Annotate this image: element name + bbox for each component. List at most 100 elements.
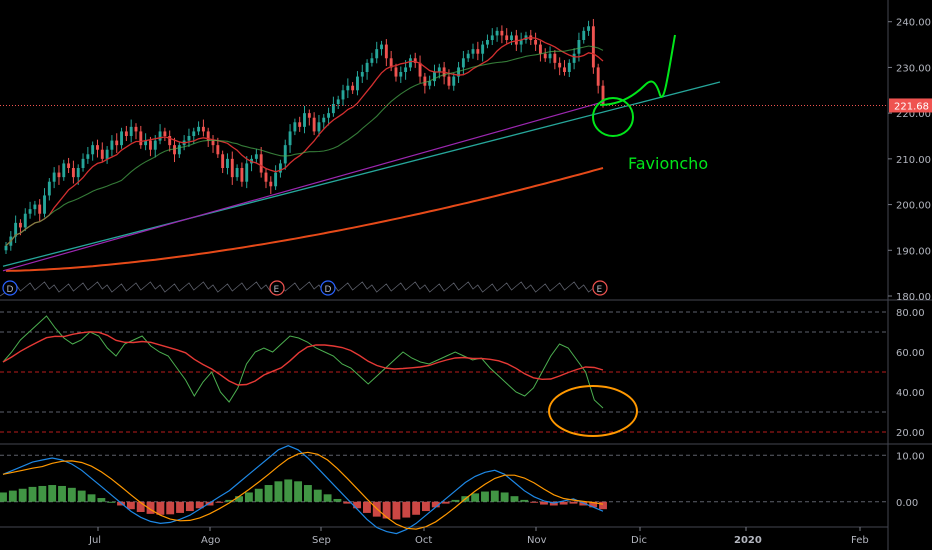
macd-histogram-bar — [264, 485, 273, 502]
last-price-label: 221.68 — [894, 101, 929, 112]
rsi-tick-label: 80.00 — [896, 308, 925, 319]
candle-body — [375, 49, 379, 59]
event-marker — [2, 280, 18, 296]
macd-histogram-bar — [510, 496, 519, 502]
time-tick-label: Oct — [415, 535, 432, 546]
candle-body — [490, 35, 494, 40]
candle-body — [553, 53, 557, 63]
macd-histogram-bar — [441, 501, 450, 504]
rsi-pane[interactable] — [0, 311, 888, 433]
time-tick-label: 2020 — [734, 535, 762, 546]
candle-body — [148, 140, 152, 150]
macd-histogram-bar — [422, 501, 430, 512]
event-marker-label: E — [274, 285, 280, 295]
candle-body — [428, 81, 432, 86]
ma-red-line — [5, 37, 604, 247]
candle-body — [481, 44, 485, 54]
candle-body — [153, 140, 157, 150]
candle-body — [226, 158, 229, 168]
macd-histogram-bar — [353, 501, 362, 509]
macd-histogram-bar — [500, 492, 509, 502]
candle-body — [351, 85, 355, 91]
candle-body — [389, 58, 393, 68]
macd-histogram-bar — [215, 501, 224, 503]
candle-body — [240, 168, 244, 182]
macd-histogram-bar — [97, 498, 106, 502]
candle-body — [52, 172, 56, 182]
price-tick-label: 220.00 — [896, 109, 931, 120]
candle-body — [124, 131, 128, 136]
candle-body — [14, 222, 18, 237]
macd-histogram-bar — [77, 490, 86, 502]
macd-histogram-bar — [599, 501, 607, 510]
candle-body — [177, 145, 181, 155]
macd-histogram-bar — [274, 481, 283, 502]
candle-body — [312, 117, 316, 132]
macd-histogram-bar — [136, 501, 145, 512]
candle-body — [346, 85, 350, 91]
candle-body — [38, 204, 42, 214]
macd-tick-label: 0.00 — [896, 498, 918, 509]
macd-histogram-bar — [8, 490, 17, 502]
candle-body — [110, 140, 114, 150]
candle-body — [577, 40, 581, 54]
macd-histogram-bar — [520, 499, 529, 502]
rsi-tick-label: 40.00 — [896, 388, 925, 399]
event-marker-label: D — [325, 285, 332, 295]
candle-body — [514, 35, 518, 45]
axes: 240.00 230.00 220.00 210.00 200.00 190.00 180.… — [88, 18, 932, 546]
macd-histogram-bar — [431, 501, 440, 508]
candle-body — [587, 26, 591, 31]
rsi-line — [2, 315, 604, 409]
macd-histogram-bar — [156, 501, 165, 515]
candle-body — [466, 53, 470, 59]
macd-pane[interactable] — [0, 445, 888, 535]
time-tick-label: Dic — [631, 535, 647, 546]
candle-body — [317, 122, 321, 132]
macd-histogram-bar — [48, 485, 57, 502]
candle-body — [384, 44, 388, 59]
candle-body — [129, 126, 133, 136]
candle-body — [86, 154, 90, 159]
candle-body — [139, 131, 143, 146]
macd-histogram-bar — [225, 499, 234, 502]
event-marker — [592, 280, 608, 296]
candle-body — [33, 204, 37, 210]
candle-body — [134, 126, 138, 132]
macd-histogram-bar — [363, 501, 371, 513]
candle-body — [47, 181, 51, 196]
hand-drawn-ellipse — [548, 385, 638, 437]
candle-body — [187, 136, 191, 141]
candle-body — [534, 40, 538, 45]
macd-histogram-bar — [146, 501, 155, 514]
candle-body — [461, 58, 465, 68]
candle-body — [563, 67, 566, 72]
candle-body — [144, 140, 148, 146]
price-tick-label: 190.00 — [896, 246, 931, 257]
candle-body — [322, 117, 326, 123]
last-price-badge — [889, 98, 932, 113]
macd-histogram-bar — [589, 501, 598, 508]
candle-body — [28, 209, 32, 214]
candle-body — [437, 67, 441, 72]
macd-histogram-bar — [343, 501, 352, 504]
time-tick-label: Jul — [88, 535, 101, 546]
candle-body — [264, 172, 268, 182]
candle-body — [4, 245, 8, 251]
candle-body — [269, 181, 273, 187]
time-tick-label: Ago — [201, 535, 220, 546]
price-tick-label: 200.00 — [896, 201, 931, 212]
candle-body — [230, 158, 234, 178]
candle-body — [158, 131, 162, 141]
macd-histogram-bar — [412, 501, 421, 515]
macd-histogram-bar — [569, 501, 578, 504]
annotation-label: Favioncho — [628, 154, 708, 173]
hand-drawn-circle — [592, 97, 634, 137]
price-tick-label: 210.00 — [896, 155, 931, 166]
candle-body — [120, 131, 123, 146]
macd-histogram-bar — [107, 501, 116, 503]
candle-body — [601, 85, 605, 104]
ma-orange-line — [5, 167, 604, 272]
